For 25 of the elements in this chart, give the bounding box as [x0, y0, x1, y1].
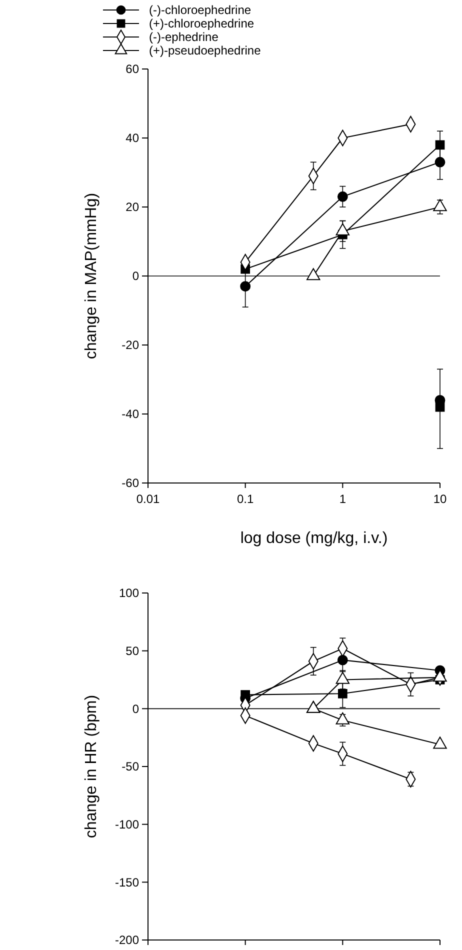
y-tick-label: 100: [118, 586, 140, 600]
y-tick-label: 60: [126, 62, 140, 76]
x-tick-label: 0.1: [236, 492, 254, 506]
y-tick-label: 40: [126, 131, 140, 146]
y-axis-title: change in MAP(mmHg): [83, 192, 100, 360]
x-tick-label: 10: [433, 492, 447, 506]
y-tick-label: -150: [114, 875, 140, 890]
x-tick-label: 1: [339, 492, 346, 506]
y-tick-label: -50: [122, 760, 140, 774]
x-tick-label: 0.01: [136, 492, 160, 506]
legend-label: (+)-chloroephedrine: [149, 16, 254, 31]
y-tick-label: 0: [132, 702, 140, 716]
y-tick-label: 20: [126, 200, 140, 214]
y-axis-title: change in HR (bpm): [83, 694, 100, 838]
legend-label: (-)-ephedrine: [149, 30, 219, 44]
y-tick-label: -60: [122, 476, 140, 490]
y-tick-label: 50: [126, 644, 140, 658]
y-tick-label: -200: [114, 933, 140, 948]
legend-label: (+)-pseudoephedrine: [149, 44, 262, 58]
y-tick-label: -40: [122, 407, 140, 422]
y-tick-label: 0: [132, 269, 140, 284]
y-tick-label: -20: [122, 338, 140, 352]
x-axis-title: log dose (mg/kg, i.v.): [240, 530, 388, 547]
y-tick-label: -100: [114, 818, 140, 832]
legend-label: (-)-chloroephedrine: [149, 3, 252, 18]
